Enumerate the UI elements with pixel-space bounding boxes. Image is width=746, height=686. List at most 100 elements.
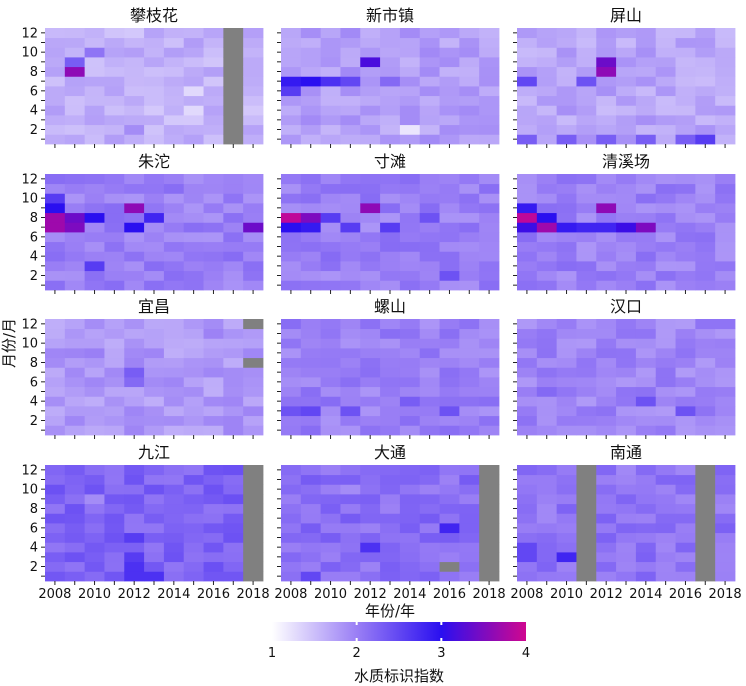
heatmap-cell <box>300 28 322 39</box>
heatmap-cell <box>419 367 440 378</box>
heatmap-cell <box>243 348 264 359</box>
heatmap-cell <box>84 367 105 378</box>
heatmap-cell <box>104 484 125 495</box>
heatmap-cell <box>84 57 105 68</box>
heatmap-cell <box>715 270 736 281</box>
heatmap-cell <box>320 232 341 243</box>
colorbar-tick-label: 1 <box>268 646 276 661</box>
heatmap-cell <box>320 571 341 582</box>
heatmap-cell <box>536 465 558 476</box>
heatmap-cell <box>576 415 597 426</box>
heatmap-cell <box>556 203 577 214</box>
heatmap-cell <box>695 338 716 349</box>
heatmap-cell <box>360 124 381 135</box>
heatmap-cell <box>243 532 264 543</box>
heatmap-cell <box>84 425 105 436</box>
heatmap-cell <box>144 66 165 77</box>
heatmap-cell <box>300 425 322 436</box>
heatmap-cell <box>104 523 125 534</box>
heatmap-cell <box>64 377 86 388</box>
heatmap-cell <box>163 503 185 514</box>
heatmap-cell <box>203 203 224 214</box>
heatmap-cell <box>300 261 322 272</box>
heatmap-cell <box>163 328 185 339</box>
heatmap-cell <box>715 484 736 495</box>
heatmap-cell <box>715 494 736 505</box>
heatmap-cell <box>715 193 736 204</box>
heatmap-cell <box>300 270 322 281</box>
heatmap-cell <box>320 76 341 87</box>
heatmap-cell <box>596 183 617 194</box>
heatmap-cell <box>45 57 66 68</box>
heatmap-cell <box>439 212 460 223</box>
heatmap-cell <box>695 406 716 417</box>
heatmap-cell <box>144 76 165 87</box>
heatmap-cell <box>281 319 302 330</box>
heatmap-cell <box>576 328 597 339</box>
heatmap-cell <box>64 222 86 233</box>
heatmap-cell <box>399 532 421 543</box>
colorbar-tick-label: 2 <box>353 646 361 661</box>
heatmap-cell <box>399 338 421 349</box>
heatmap-cell <box>183 319 204 330</box>
heatmap-cell <box>380 319 401 330</box>
heatmap-cell <box>144 251 165 262</box>
heatmap-cell <box>439 465 460 476</box>
heatmap-cell <box>64 474 86 485</box>
heatmap-cell <box>635 386 657 397</box>
heatmap-cell <box>380 251 401 262</box>
heatmap-cell <box>439 425 460 436</box>
heatmap-cell <box>183 115 204 126</box>
heatmap-cell <box>340 134 361 145</box>
heatmap-cell <box>104 270 125 281</box>
heatmap-cell <box>556 367 577 378</box>
heatmap-cell <box>64 241 86 252</box>
y-tick-label: 4 <box>30 250 38 265</box>
heatmap-cell <box>635 494 657 505</box>
heatmap-cell <box>203 280 224 291</box>
heatmap-cell <box>243 465 264 476</box>
heatmap-cell <box>124 232 145 243</box>
heatmap-cell <box>556 377 577 388</box>
heatmap-cell <box>144 425 165 436</box>
y-tick-label: 10 <box>21 192 38 207</box>
heatmap-cell <box>64 513 86 524</box>
heatmap-cell <box>479 66 500 77</box>
heatmap-cell <box>203 193 224 204</box>
heatmap-cell <box>695 57 716 68</box>
heatmap-cell <box>144 542 165 553</box>
heatmap-cell <box>517 542 538 553</box>
heatmap-cell <box>203 406 224 417</box>
heatmap-cell <box>419 465 440 476</box>
heatmap-cell <box>340 261 361 272</box>
heatmap-cell <box>45 66 66 77</box>
x-tick-label: 2008 <box>38 587 71 602</box>
heatmap-cell <box>124 571 145 582</box>
heatmap-cell <box>281 193 302 204</box>
heatmap-cell <box>104 571 125 582</box>
heatmap-cell <box>715 415 736 426</box>
heatmap-cell <box>163 484 185 495</box>
heatmap-cell <box>399 241 421 252</box>
heatmap-cell <box>419 174 440 185</box>
heatmap-cell <box>64 203 86 214</box>
heatmap-cell <box>45 241 66 252</box>
heatmap-cell <box>183 86 204 97</box>
heatmap-cell <box>320 465 341 476</box>
heatmap-cell <box>439 174 460 185</box>
heatmap-cell <box>459 28 480 39</box>
heatmap-cell <box>45 377 66 388</box>
heatmap-cell <box>124 425 145 436</box>
heatmap-cell <box>300 183 322 194</box>
heatmap-cell <box>479 406 500 417</box>
heatmap-cell <box>300 494 322 505</box>
heatmap-cell <box>576 86 597 97</box>
colorbar-label: 水质标识指数 <box>354 667 444 685</box>
heatmap-cell <box>576 357 597 368</box>
heatmap-cell <box>536 484 558 495</box>
heatmap-cell <box>655 367 676 378</box>
heatmap-cell <box>183 406 204 417</box>
heatmap-cell <box>183 503 204 514</box>
heatmap-cell <box>104 193 125 204</box>
